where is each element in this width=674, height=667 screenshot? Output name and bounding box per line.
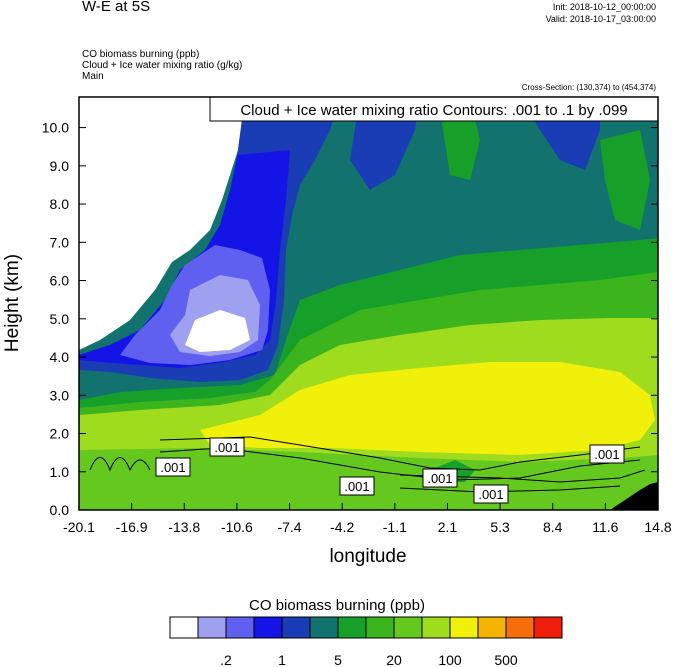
contour-label-box: [155, 457, 191, 477]
y-tick-label: 10.0: [42, 120, 69, 136]
plot-area: .001 .001 .001 .001 .001 .001 Cloud + Ic…: [78, 96, 659, 511]
y-tick-label: 1.0: [50, 464, 70, 480]
contour-label: .001: [344, 479, 369, 494]
contour-label-box: [209, 437, 245, 457]
x-tick-label: 14.8: [644, 519, 671, 535]
y-tick-label: 6.0: [50, 273, 70, 289]
y-tick-label: 0.0: [50, 502, 70, 518]
co-region-white-pocket: [185, 310, 250, 352]
colorbar-swatch: [253, 616, 283, 639]
colorbar-swatch: [449, 616, 479, 639]
y-tick-label: 8.0: [50, 196, 70, 212]
x-tick-label: -13.8: [168, 519, 200, 535]
colorbar-title: CO biomass burning (ppb): [249, 597, 425, 614]
x-tick-label: 2.1: [438, 519, 458, 535]
colorbar-swatch: [309, 616, 339, 639]
colorbar-label: 1: [278, 652, 286, 667]
colorbar-swatch: [533, 616, 563, 639]
co-region-yellow: [200, 362, 655, 455]
colorbar-swatch: [225, 616, 255, 639]
colorbar-swatch: [337, 616, 367, 639]
x-tick-label: -1.1: [383, 519, 407, 535]
contour-label: .001: [214, 440, 239, 455]
x-tick-label: -20.1: [63, 519, 95, 535]
contour-info-text: Cloud + Ice water mixing ratio Contours:…: [240, 102, 627, 119]
plot-title: W-E at 5S: [82, 0, 151, 15]
colorbar-swatch: [197, 616, 227, 639]
contour-label: .001: [478, 487, 503, 502]
contour-label-box: [589, 444, 625, 464]
y-tick-label: 7.0: [50, 234, 70, 250]
y-tick-label: 5.0: [50, 311, 70, 327]
colorbar-swatch: [477, 616, 507, 639]
plot-frame: [78, 96, 659, 511]
x-tick-label: -4.2: [330, 519, 354, 535]
x-tick-label: 5.3: [490, 519, 510, 535]
contour-info-box: [209, 96, 659, 122]
colorbar-swatch: [281, 616, 311, 639]
colorbar: [169, 616, 563, 639]
y-tick-label: 4.0: [50, 349, 70, 365]
contour-label: .001: [160, 460, 185, 475]
contour-label-box: [473, 484, 509, 504]
x-tick-label: -10.6: [221, 519, 253, 535]
x-axis: -20.1 -16.9 -13.8 -10.6 -7.4 -4.2 -1.1 2.1 5.3 8.…: [63, 503, 672, 535]
field-label-cloud: Cloud + Ice water mixing ratio (g/kg): [82, 60, 243, 71]
colorbar-label: 500: [494, 652, 518, 667]
terrain: [610, 482, 658, 510]
contour-label-group: .001 .001 .001 .001 .001 .001: [155, 437, 625, 504]
x-axis-title: longitude: [329, 546, 406, 567]
colorbar-swatch: [393, 616, 423, 639]
co-region-green-right: [600, 130, 650, 230]
contour-label-box: [339, 476, 375, 496]
contour-label: .001: [427, 471, 452, 486]
contour-label-box: [422, 468, 458, 488]
colorbar-label: 5: [334, 652, 342, 667]
y-tick-label: 9.0: [50, 158, 70, 174]
init-time: Init: 2018-10-12_00:00:00: [552, 2, 656, 12]
colorbar-swatch: [505, 616, 535, 639]
x-tick-label: -16.9: [116, 519, 148, 535]
y-tick-label: 3.0: [50, 387, 70, 403]
x-tick-label: 8.4: [543, 519, 563, 535]
y-axis-title: Height (km): [2, 254, 23, 352]
co-region-white: [79, 97, 245, 350]
colorbar-label: .2: [220, 652, 232, 667]
colorbar-labels: .2 1 5 20 100 500: [220, 652, 518, 667]
colorbar-swatch: [169, 616, 199, 639]
cross-section-label: Cross-Section: (130,374) to (454,374): [521, 83, 656, 92]
colorbar-label: 100: [438, 652, 462, 667]
valid-time: Valid: 2018-10-17_03:00:00: [545, 14, 656, 24]
timestamp-info: Init: 2018-10-12_00:00:00 Valid: 2018-10…: [546, 1, 656, 25]
y-tick-label: 2.0: [50, 426, 70, 442]
field-label-co: CO biomass burning (ppb): [82, 49, 200, 60]
y-axis: 0.0 1.0 2.0 3.0 4.0 5.0 6.0 7.0 8.0 9.0 10.0: [42, 120, 658, 518]
field-label-main: Main: [82, 71, 104, 82]
x-tick-label: 11.6: [592, 519, 618, 535]
colorbar-swatch: [421, 616, 451, 639]
colorbar-swatch: [365, 616, 395, 639]
colorbar-label: 20: [386, 652, 402, 667]
contour-label: .001: [594, 447, 619, 462]
x-tick-label: -7.4: [277, 519, 301, 535]
